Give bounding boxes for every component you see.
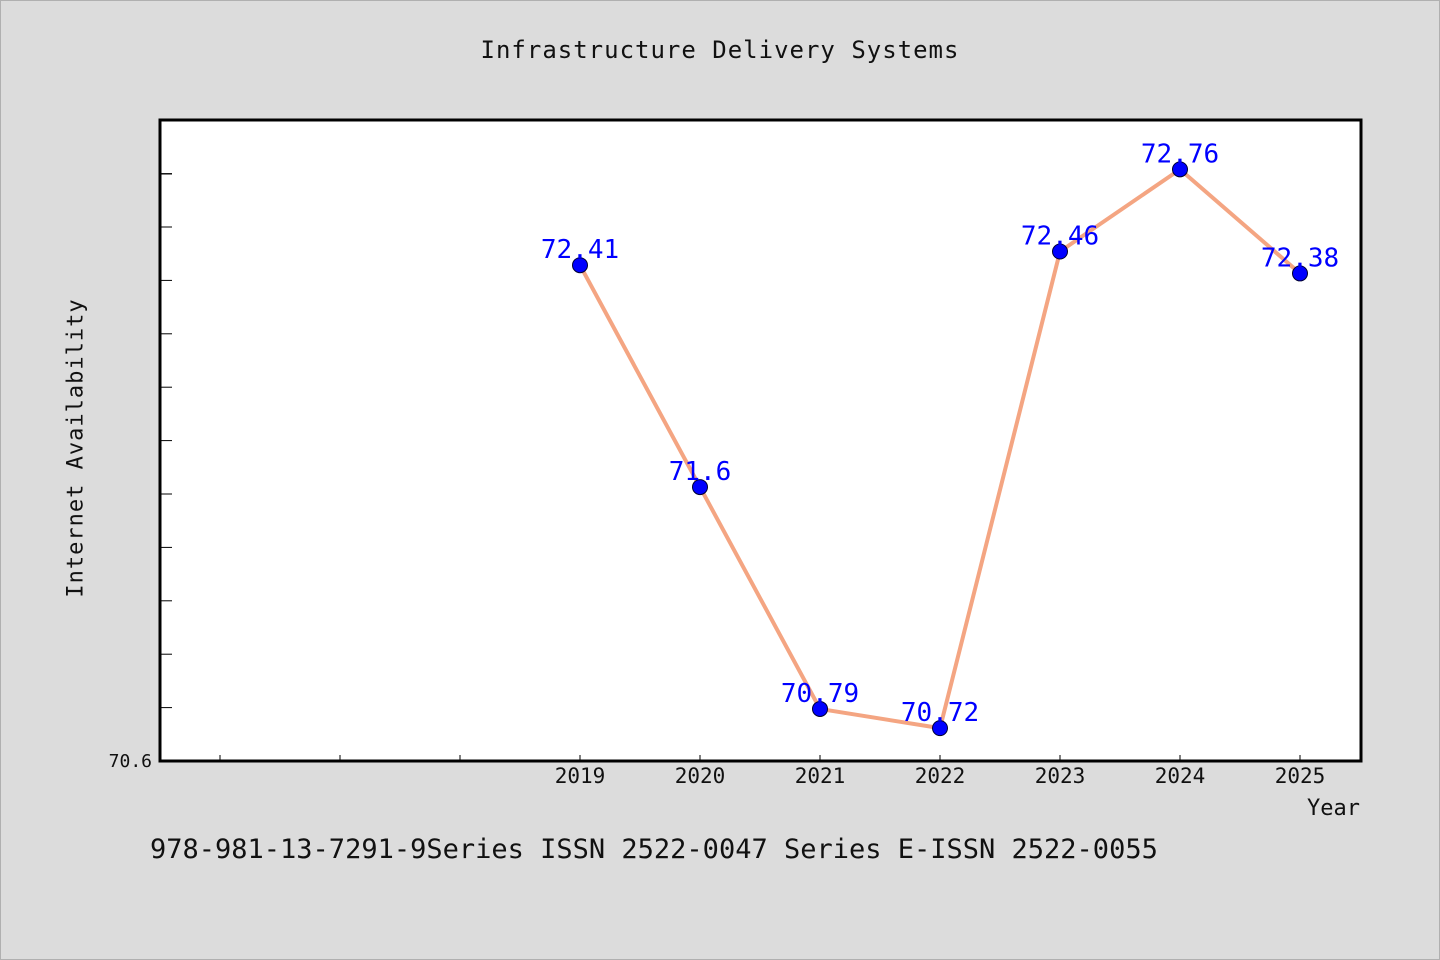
x-tick-label: 2023 [1035,764,1086,788]
data-point [1172,161,1188,178]
x-tick-label: 2019 [555,764,606,788]
data-point [932,720,948,737]
data-label: 70.79 [781,679,859,709]
series-layer [572,161,1308,737]
plot-area [158,118,1363,763]
data-label: 71.6 [669,457,732,487]
data-label: 72.41 [541,235,619,265]
x-axis-label: Year [1307,796,1360,821]
y-tick-labels: 70.6 [109,751,152,772]
x-tick-label: 2020 [675,764,726,788]
x-tick-label: 2025 [1275,764,1326,788]
axis-ticks [160,173,1301,761]
data-point [1292,265,1308,282]
data-label: 72.46 [1021,222,1099,252]
y-tick-label: 70.6 [109,751,152,772]
x-tick-label: 2024 [1155,764,1206,788]
data-labels: 72.41 71.6 70.79 70.72 72.46 72.76 72.38 [541,139,1339,728]
x-tick-label: 2021 [795,764,846,788]
x-tick-labels: 2019 2020 2021 2022 2023 2024 2025 [555,764,1326,788]
data-point [692,479,708,496]
data-point [812,700,828,717]
chart-title: Infrastructure Delivery Systems [480,36,960,64]
data-label: 72.38 [1261,243,1339,273]
y-axis-label: Internet Availability [63,298,89,598]
isbn-caption: 978-981-13-7291-9Series ISSN 2522-0047 S… [150,834,1158,865]
data-point [572,257,588,274]
data-label: 70.72 [901,698,979,728]
x-tick-label: 2022 [915,764,966,788]
data-point [1052,243,1068,260]
data-label: 72.76 [1141,139,1219,169]
